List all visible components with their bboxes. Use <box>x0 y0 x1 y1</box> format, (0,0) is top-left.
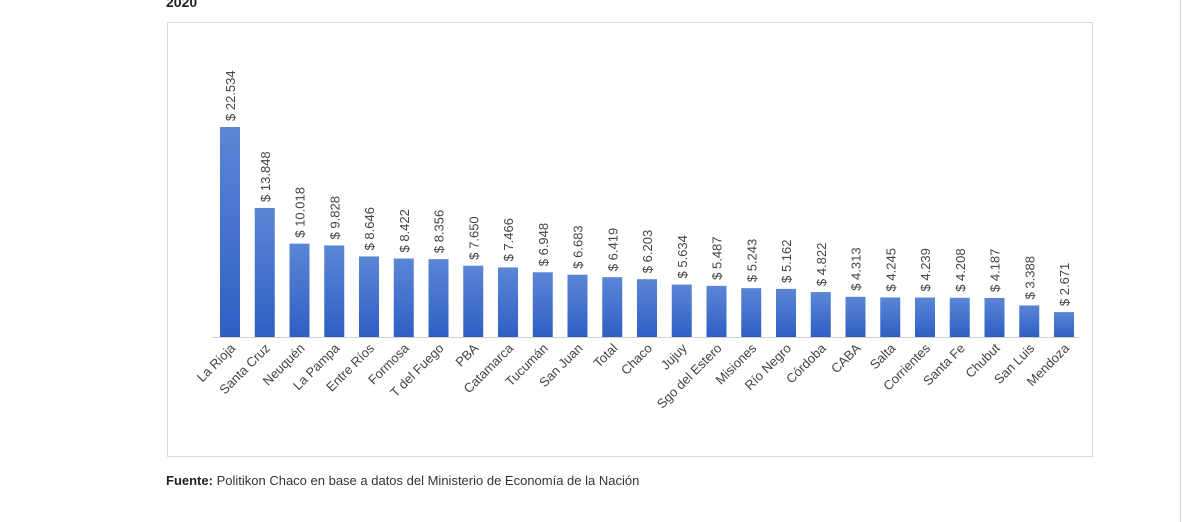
bar <box>845 296 866 337</box>
bar <box>637 279 657 337</box>
bar <box>324 245 345 337</box>
value-label: $ 6.683 <box>571 225 586 268</box>
category-label: Chaco <box>618 341 655 378</box>
bar <box>463 265 484 337</box>
value-label: $ 10.018 <box>293 187 308 238</box>
value-label: $ 5.487 <box>710 236 725 279</box>
value-label: $ 13.848 <box>258 151 273 202</box>
bar <box>949 297 970 337</box>
bar <box>984 297 1005 337</box>
bar <box>428 259 449 337</box>
value-label: $ 3.388 <box>1022 256 1037 299</box>
bar <box>220 127 240 337</box>
value-label: $ 9.828 <box>327 196 342 239</box>
bar <box>741 288 762 337</box>
value-label: $ 6.203 <box>640 230 655 273</box>
bar <box>880 297 901 337</box>
value-label: $ 4.245 <box>883 248 898 291</box>
category-label: CABA <box>828 340 864 376</box>
value-label: $ 4.822 <box>814 243 829 286</box>
value-label: $ 4.313 <box>849 247 864 290</box>
source-text: Politikon Chaco en base a datos del Mini… <box>216 473 640 488</box>
source-label: Fuente: <box>166 473 213 488</box>
value-label: $ 8.356 <box>432 210 447 253</box>
value-label: $ 7.466 <box>501 218 516 261</box>
bar <box>567 274 588 337</box>
value-label: $ 5.634 <box>675 235 690 278</box>
bar <box>671 284 692 337</box>
value-label: $ 6.948 <box>536 223 551 266</box>
value-label: $ 4.208 <box>953 248 968 291</box>
bar <box>706 285 727 337</box>
category-label: Salta <box>867 340 899 372</box>
bar <box>393 258 414 337</box>
bar <box>810 292 831 337</box>
value-label: $ 2.671 <box>1057 263 1072 306</box>
value-label: $ 8.422 <box>397 209 412 252</box>
category-label: PBA <box>452 340 481 369</box>
chart-title: 2020 <box>166 0 198 10</box>
page-edge <box>1180 0 1181 522</box>
bar <box>1054 312 1074 337</box>
value-label: $ 8.646 <box>362 207 377 250</box>
bar <box>915 297 935 337</box>
bar <box>359 256 379 337</box>
value-label: $ 22.534 <box>223 70 238 121</box>
source-note: Fuente: Politikon Chaco en base a datos … <box>166 473 639 488</box>
value-label: $ 6.419 <box>605 228 620 271</box>
bar <box>289 243 310 337</box>
category-label: Córdoba <box>783 340 829 386</box>
value-label: $ 4.239 <box>918 248 933 291</box>
category-label: Total <box>590 340 620 370</box>
bar <box>1019 305 1040 337</box>
value-label: $ 7.650 <box>466 216 481 259</box>
bar <box>602 277 623 337</box>
value-label: $ 5.162 <box>779 240 794 283</box>
value-label: $ 4.187 <box>988 249 1003 292</box>
value-label: $ 5.243 <box>744 239 759 282</box>
bar <box>532 272 553 337</box>
chart-frame <box>167 22 1093 457</box>
bar <box>776 288 796 337</box>
category-label: Jujuy <box>658 340 690 372</box>
bar <box>498 267 518 337</box>
bar <box>254 207 275 337</box>
